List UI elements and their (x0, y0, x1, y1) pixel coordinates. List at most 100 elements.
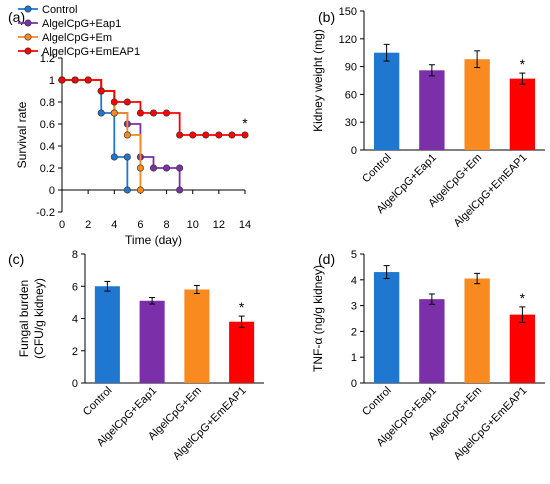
significance-star: * (239, 299, 245, 315)
x-tick-label: 6 (137, 219, 143, 231)
y-tick-label: 8 (72, 249, 78, 261)
series-4-point (189, 131, 197, 139)
bar-4 (509, 78, 536, 150)
y-axis-title-line-1: Fungal burden (17, 280, 31, 357)
series-1-point (110, 153, 118, 161)
series-2-point (150, 164, 158, 172)
legend-marker-3 (24, 33, 32, 41)
x-axis-title: Time (day) (125, 233, 182, 247)
x-tick-label: 14 (239, 219, 251, 231)
bar-4 (229, 321, 255, 383)
y-tick-label: 150 (339, 6, 357, 18)
y-tick-label: 0.2 (40, 163, 55, 175)
series-3-point (136, 164, 144, 172)
panel-label: (b) (318, 9, 335, 25)
y-tick-label: 30 (345, 117, 357, 129)
category-label-1: Control (360, 385, 394, 419)
series-line-2 (62, 79, 181, 190)
series-2-point (176, 164, 184, 172)
y-tick-label: 0.8 (40, 97, 55, 109)
series-1-point (123, 153, 131, 161)
series-1-point (123, 186, 131, 194)
series-3-point (110, 109, 118, 117)
y-tick-label: 0.6 (40, 119, 55, 131)
y-axis-title-line-2: (CFU/g kidney) (32, 278, 46, 359)
series-4-point (110, 98, 118, 106)
series-1-point (97, 109, 105, 117)
y-tick-label: 0 (49, 185, 55, 197)
panel-label: (c) (8, 251, 24, 267)
y-tick-label: 0 (72, 378, 78, 390)
bar-1 (373, 272, 400, 383)
legend-label-4: AlgelCpG+EmEAP1 (42, 46, 140, 58)
x-tick-label: 2 (85, 219, 91, 231)
series-3-point (123, 131, 131, 139)
series-4-point (176, 131, 184, 139)
series-2-point (163, 164, 171, 172)
legend-label-3: AlgelCpG+Em (42, 32, 112, 44)
x-tick-label: 4 (111, 219, 117, 231)
legend-marker-2 (24, 19, 32, 27)
y-tick-label: 1.2 (40, 53, 55, 65)
y-tick-label: 1 (351, 352, 357, 364)
y-tick-label: 120 (339, 34, 357, 46)
y-tick-label: 6 (72, 281, 78, 293)
bar-4 (509, 314, 536, 383)
series-4-point (215, 131, 223, 139)
y-tick-label: -0.2 (36, 207, 55, 219)
y-tick-label: 0 (351, 378, 357, 390)
y-tick-label: 2 (351, 326, 357, 338)
panel-c-fungal-burden-chart: (c) 0 2 4 6 8 Fungal burden (CFU/g kidney) Contr… (8, 249, 264, 463)
y-axis-title: Survival rate (15, 101, 29, 168)
legend-marker-4 (24, 47, 32, 55)
y-tick-label: 0.4 (40, 141, 55, 153)
series-4-point (84, 76, 92, 84)
series-line-4 (62, 79, 245, 136)
y-tick-label: 0 (351, 145, 357, 157)
x-tick-label: 12 (213, 219, 225, 231)
legend-marker-1 (24, 5, 32, 13)
series-4-point (58, 76, 66, 84)
bar-2 (139, 300, 165, 383)
series-4-point (150, 109, 158, 117)
bar-3 (464, 59, 490, 150)
y-axis-title: TNF-α (ng/g kidney) (311, 265, 325, 372)
y-tick-label: 4 (351, 275, 357, 287)
y-axis-title: Kidney weight (mg) (311, 29, 325, 132)
bar-3 (464, 278, 490, 383)
bar-1 (373, 52, 400, 151)
y-tick-label: 5 (351, 249, 357, 261)
y-tick-label: 3 (351, 301, 357, 313)
series-4-point (123, 98, 131, 106)
category-label-1: Control (360, 152, 394, 186)
series-4-point (202, 131, 210, 139)
series-3-point (136, 186, 144, 194)
bar-1 (94, 286, 120, 383)
bar-3 (184, 289, 210, 383)
y-tick-label: 1 (49, 75, 55, 87)
panel-b-kidney-weight-chart: (b) 0 30 60 90 120 150 Kidney weight (mg) Contro… (311, 6, 545, 230)
bar-2 (419, 299, 445, 383)
bar-2 (419, 70, 445, 150)
x-tick-label: 0 (59, 219, 65, 231)
panel-label: (d) (318, 251, 335, 267)
series-4-point (228, 131, 236, 139)
series-4-point (71, 76, 79, 84)
y-tick-label: 2 (72, 346, 78, 358)
category-label-1: Control (81, 385, 115, 419)
significance-star: * (520, 56, 526, 72)
panel-label: (a) (8, 9, 25, 25)
x-tick-label: 8 (164, 219, 170, 231)
y-tick-label: 4 (72, 314, 78, 326)
series-4-point (136, 109, 144, 117)
x-tick-label: 10 (187, 219, 199, 231)
significance-star: * (520, 290, 526, 306)
y-tick-label: 90 (345, 62, 357, 74)
series-2-point (176, 186, 184, 194)
series-4-point (163, 109, 171, 117)
legend-label-1: Control (42, 4, 77, 16)
significance-star: * (242, 115, 248, 131)
series-4-point (241, 131, 249, 139)
